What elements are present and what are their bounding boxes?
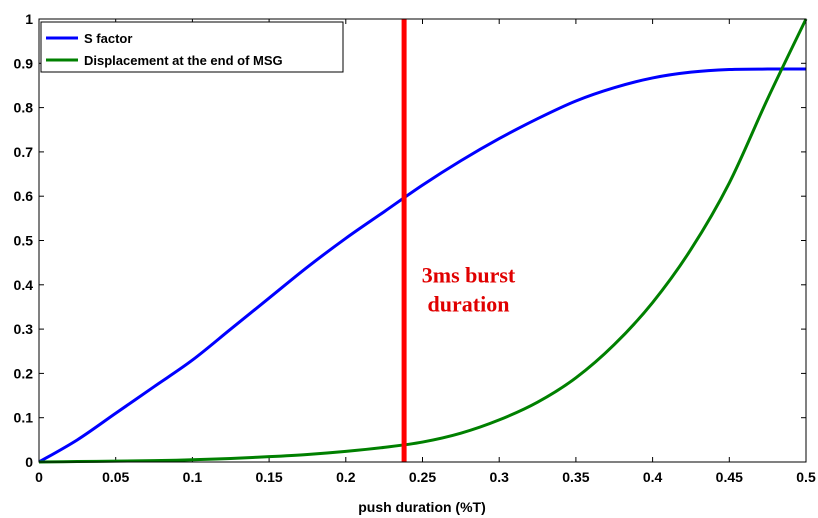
y-tick-label: 0.4	[14, 277, 34, 293]
series-line-0	[38, 67, 807, 464]
legend: S factor Displacement at the end of MSG	[40, 21, 344, 73]
legend-box	[40, 21, 344, 73]
x-tick-label: 0.1	[183, 469, 203, 485]
x-tick-label: 0.2	[336, 469, 356, 485]
x-tick-label: 0.45	[716, 469, 743, 485]
series-layer	[38, 18, 808, 464]
y-tick-label: 0.7	[14, 144, 34, 160]
y-tick-label: 0.2	[14, 365, 34, 381]
annotation-line-1: 3ms burst	[422, 263, 516, 288]
x-tick-label: 0.35	[562, 469, 589, 485]
x-tick-label: 0.15	[255, 469, 282, 485]
y-tick-label: 1	[25, 11, 33, 27]
y-tick-label: 0.1	[14, 410, 34, 426]
y-tick-label: 0	[25, 454, 33, 470]
series-line-1	[38, 18, 808, 464]
x-tick-label: 0.3	[489, 469, 509, 485]
y-tick-label: 0.6	[14, 188, 34, 204]
plot-area	[39, 19, 806, 462]
x-tick-label: 0	[35, 469, 43, 485]
x-tick-label: 0.05	[102, 469, 129, 485]
y-tick-label: 0.9	[14, 55, 34, 71]
x-tick-label: 0.5	[796, 469, 816, 485]
y-tick-label: 0.8	[14, 100, 34, 116]
annotation-line-2: duration	[428, 291, 510, 316]
x-axis-ticks: 0 0.05 0.1 0.15 0.2 0.25 0.3 0.35 0.4 0.45 0.5	[35, 19, 816, 485]
x-axis-label: push duration (%T)	[358, 499, 486, 515]
y-tick-label: 0.3	[14, 321, 34, 337]
legend-label-s-factor: S factor	[84, 31, 132, 46]
plot-frame	[38, 18, 807, 463]
x-tick-label: 0.4	[643, 469, 663, 485]
y-tick-label: 0.5	[14, 233, 34, 249]
x-tick-label: 0.25	[409, 469, 436, 485]
legend-label-displacement: Displacement at the end of MSG	[84, 53, 283, 68]
